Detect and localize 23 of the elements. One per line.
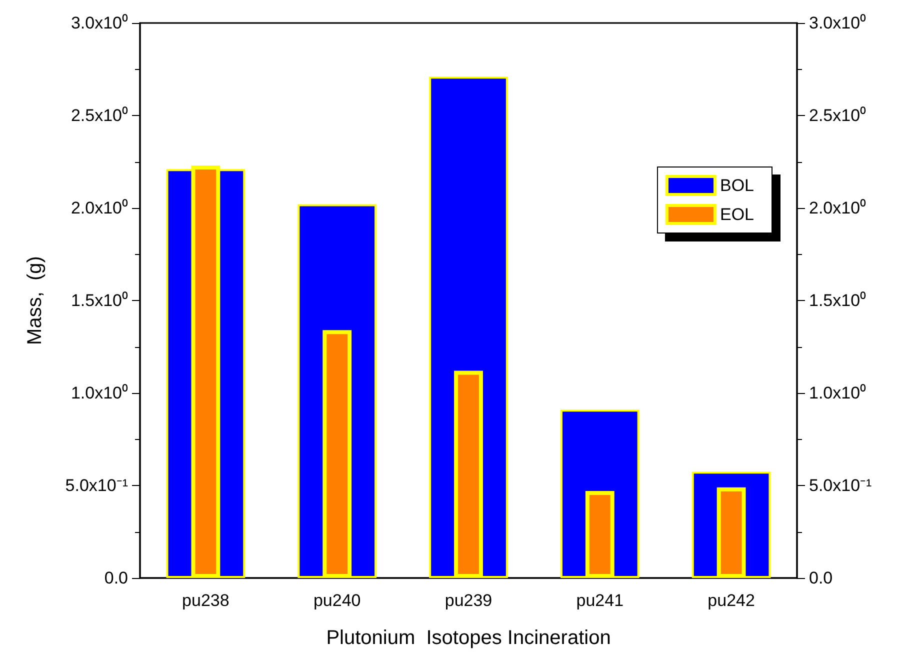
y2-tick-label: 1.0x10⁰ [809,384,866,402]
y2-tick-label: 2.5x10⁰ [809,106,866,125]
y2-tick-label: 3.0x10⁰ [809,14,866,32]
y2-tick-label: 0.0 [809,568,833,588]
y-tick-label: 2.5x10⁰ [70,106,128,125]
x-axis-title: Plutonium Isotopes Incineration [326,627,611,649]
y2-tick-label: 5.0x10⁻¹ [809,476,872,495]
y-tick-label: 1.0x10⁰ [70,384,128,402]
y-tick-label: 1.5x10⁰ [70,291,128,310]
y-tick-label: 0.0 [104,568,128,588]
y2-tick-label: 1.5x10⁰ [809,291,866,310]
x-tick-label: pu242 [708,591,755,610]
y2-tick-label: 2.0x10⁰ [809,198,866,218]
y-axis-title: Mass, (g) [24,256,46,345]
legend-label: BOL [720,176,754,195]
x-tick-label: pu240 [313,591,361,610]
y-tick-label: 5.0x10⁻¹ [65,476,128,495]
x-tick-label: pu239 [444,591,492,610]
y-tick-label: 2.0x10⁰ [70,198,128,218]
y-tick-label: 3.0x10⁰ [70,14,128,32]
x-tick-label: pu238 [182,591,230,610]
legend-label: EOL [720,205,754,224]
x-tick-label: pu241 [576,591,624,610]
